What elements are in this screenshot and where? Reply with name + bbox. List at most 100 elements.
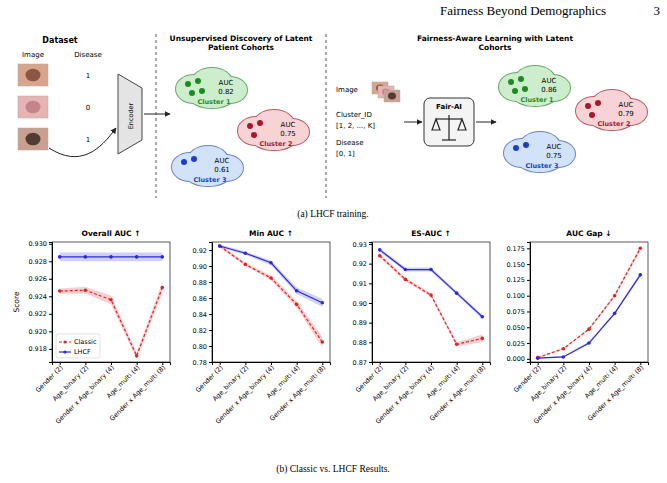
y-tick-label: 0.88 [353,339,367,347]
cluster-cloud [590,108,634,130]
y-tick-mark [527,280,530,281]
y-tick-mark [209,282,212,283]
y-tick-label: 0.93 [353,241,367,249]
marker [455,291,459,295]
cluster-point [181,159,187,165]
series-line [380,256,483,345]
legend-box [56,334,100,358]
marker [269,276,273,280]
y-tick-mark [209,330,212,331]
y-tick: 0.928 [28,258,52,266]
column-head: Disease [74,51,102,59]
background [0,0,667,483]
y-tick-label: 0.150 [506,261,525,269]
encoder-label: Encoder [127,102,135,129]
encoder [118,74,142,154]
y-tick-label: 0.80 [193,343,207,351]
y-axis-title: Score [12,291,21,312]
marker [321,340,325,344]
marker [109,298,113,302]
marker [378,254,382,258]
cluster-point [513,145,519,151]
y-tick: 0.050 [506,324,530,332]
y-axis-line [209,243,213,363]
auc-label: AUC [547,143,562,151]
y-tick-label: 0.90 [193,263,207,271]
cluster-point [185,81,191,87]
y-tick-mark [527,327,530,328]
page-number: 3 [654,3,661,18]
cluster-point [191,156,197,162]
image-thumbnail [18,96,48,118]
legend: Classic LHCF [56,334,100,358]
cluster-point [518,76,524,82]
y-tick: 0.82 [193,327,212,335]
x-tick: Gender x Age_multi (8) [428,362,487,423]
legend-marker [63,350,66,353]
y-tick-label: 0.928 [28,258,47,266]
marker [135,255,139,259]
marker [109,255,113,259]
cluster-cloud [252,128,296,150]
plot-frame [530,242,648,362]
y-tick-mark [209,250,212,251]
y-axis: 0.870.880.890.900.910.920.93 [353,241,373,367]
y-tick-mark [369,303,372,304]
plot-frame [372,242,490,362]
y-tick-mark [527,296,530,297]
y-tick-label: 0.930 [28,240,47,248]
y-tick-mark [369,362,372,363]
y-tick: 0.075 [506,308,530,316]
marker [639,247,643,251]
arrow [49,128,116,157]
section-title: Dataset [42,36,77,45]
marker [404,278,408,282]
y-tick-label: 0.924 [28,293,47,301]
cluster-cloud [190,86,234,108]
y-tick: 0.90 [353,300,372,308]
y-tick: 0.80 [193,343,212,351]
y-tick-mark [527,343,530,344]
auc-value: 0.86 [541,86,557,94]
marker [135,354,139,358]
cluster-cloud [186,164,230,186]
y-tick-mark [527,359,530,360]
legend-marker [63,340,66,343]
cluster-point [522,86,528,92]
scale-icon [432,115,466,140]
x-tick-label: Gender x Age_multi (8) [268,364,327,423]
y-tick-label: 0.175 [506,245,525,253]
marker [587,327,591,331]
input-label: Disease [336,139,364,147]
x-axis-line [53,363,171,366]
x-tick-label: Gender x Age_multi (8) [586,364,645,423]
input-label: Cluster_ID [336,111,372,119]
cluster-name: Cluster 1 [197,98,230,106]
chart-title: Overall AUC ↑ [82,229,141,238]
marker [244,251,248,255]
y-tick-mark [209,362,212,363]
y-tick: 0.78 [193,359,212,367]
y-tick-label: 0.92 [193,247,207,255]
chart-title: AUC Gap ↓ [566,229,611,238]
marker [295,303,299,307]
cluster-point [189,90,195,96]
y-tick-mark [209,346,212,347]
chart-panel: 0.870.880.890.900.910.920.93Gender (2)Ag… [353,229,491,426]
legend-label: LHCF [74,348,91,356]
y-tick: 0.84 [193,311,212,319]
y-tick-label: 0.86 [193,295,207,303]
y-tick: 0.87 [353,359,372,367]
cluster-point [199,88,205,94]
y-tick-label: 0.89 [353,319,367,327]
cluster-name: Cluster 3 [193,176,226,184]
chart-title: Min AUC ↑ [249,229,293,238]
marker [536,356,540,360]
plot-area [58,253,164,360]
y-tick-label: 0.000 [506,355,525,363]
legend-label: Classic [74,338,97,346]
page: Fairness Beyond Demographics3DatasetImag… [0,0,667,483]
marker [161,255,165,259]
cluster-name: Cluster 2 [259,140,292,148]
y-tick-mark [209,266,212,267]
